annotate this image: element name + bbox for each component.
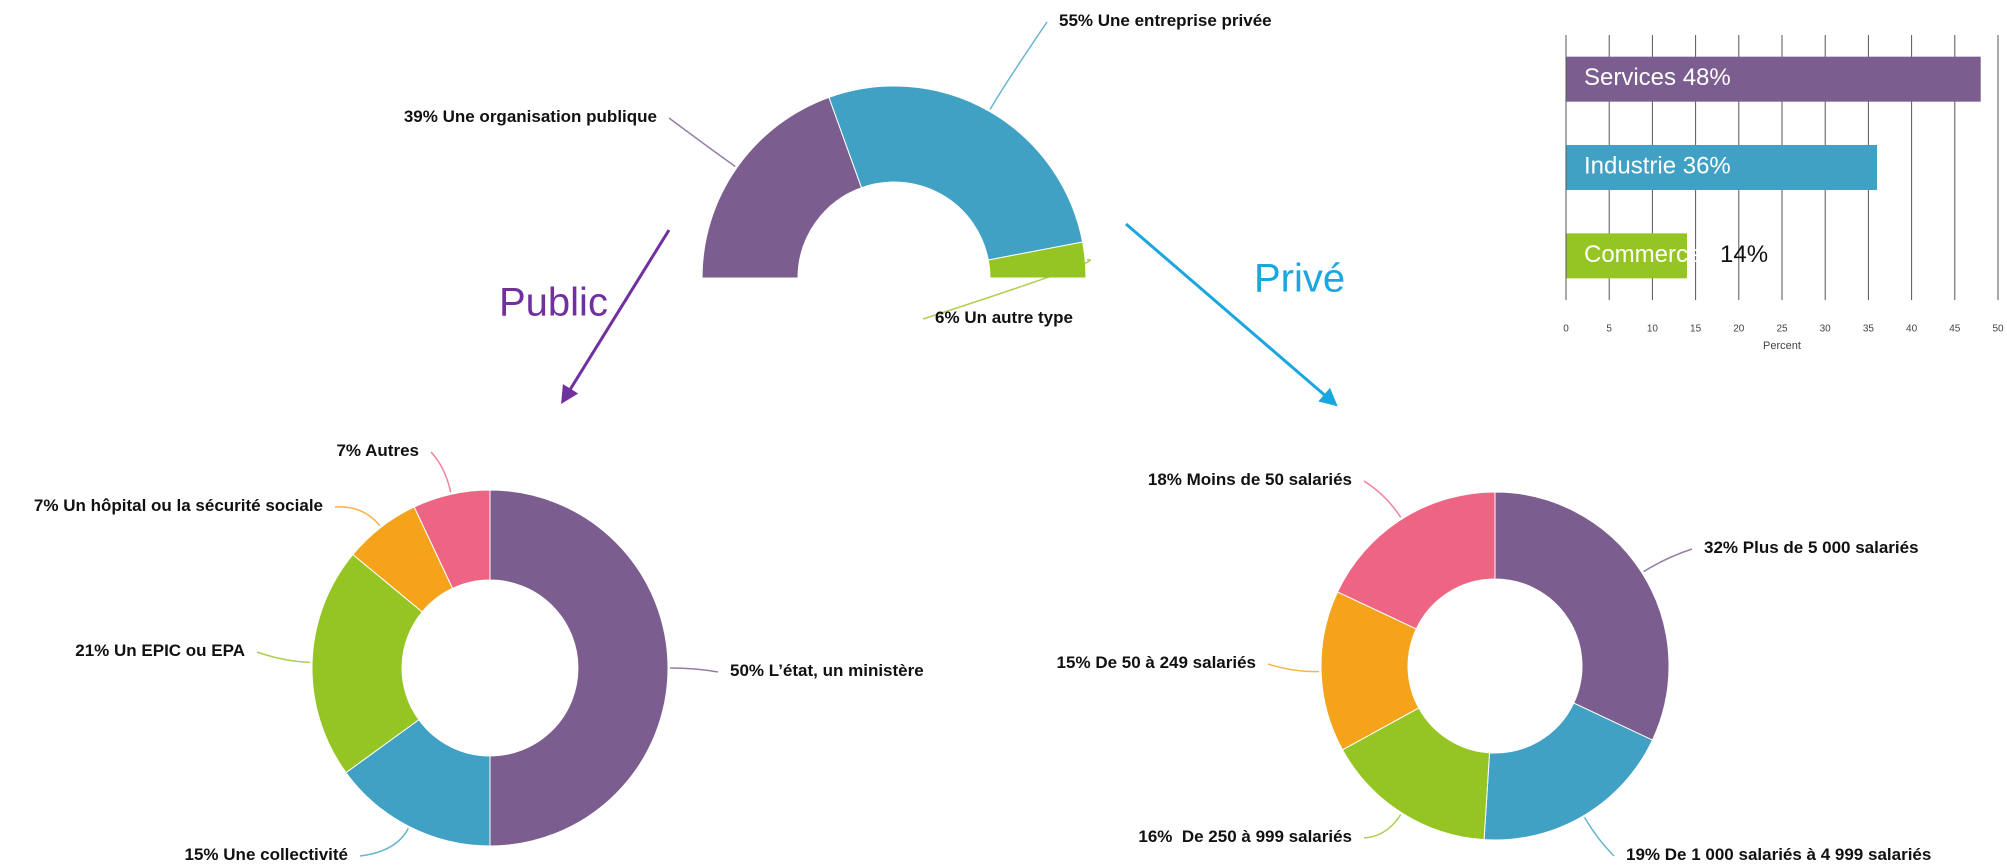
leader-line <box>1363 814 1402 839</box>
x-tick-label: 15 <box>1690 324 1702 335</box>
segment <box>701 96 863 279</box>
leader-line <box>256 651 311 664</box>
segment <box>489 489 669 847</box>
x-tick-label: 40 <box>1906 324 1918 335</box>
leader-line <box>669 667 719 673</box>
bar-label: Commerces 14% <box>1584 241 1768 268</box>
x-tick-label: 5 <box>1606 324 1612 335</box>
bar <box>1566 233 1687 279</box>
data-label: 19% De 1 000 salariés à 4 999 salariés <box>1626 845 1931 864</box>
arrow <box>1125 222 1338 407</box>
value-label: 19% <box>1626 845 1660 864</box>
data-label: 7% Autres <box>336 441 419 460</box>
x-tick-label: 0 <box>1563 324 1569 335</box>
segment <box>987 241 1087 279</box>
value-label: 14% <box>1720 241 1768 268</box>
x-axis-label: Percent <box>1763 340 1801 352</box>
bar-chart: 0 5 10 15 20 25 30 35 40 45 50 Percent Services 48% I… <box>1563 35 2004 352</box>
leader-line <box>1583 817 1615 857</box>
segment <box>413 489 491 590</box>
x-tick-label: 35 <box>1863 324 1875 335</box>
leader-line <box>922 258 1091 320</box>
x-tick-label: 45 <box>1949 324 1961 335</box>
leader-line <box>668 117 736 168</box>
leader-line <box>1643 548 1693 573</box>
leader-line <box>430 451 452 493</box>
arrow <box>561 229 671 405</box>
donut-chart: 32% Plus de 5 000 salariés 19% De 1 000 s… <box>1057 470 1932 864</box>
data-label: 6% Un autre type <box>935 308 1073 327</box>
x-tick-label: 25 <box>1776 324 1788 335</box>
segment <box>1483 702 1654 841</box>
data-label: 32% Plus de 5 000 salariés <box>1704 538 1919 557</box>
data-label: 15% De 50 à 249 salariés <box>1057 653 1256 672</box>
leader-line <box>989 21 1048 110</box>
leader-line <box>1363 480 1402 518</box>
bar <box>1566 56 1981 102</box>
value-label: 55% <box>1059 11 1093 30</box>
category-label: De 50 à 249 salariés <box>1095 653 1256 672</box>
data-label: 18% Moins de 50 salariés <box>1148 470 1352 489</box>
data-label: 50% L’état, un ministère <box>730 661 924 680</box>
x-tick-label: 30 <box>1820 324 1832 335</box>
category-label: De 1 000 salariés à 4 999 salariés <box>1665 845 1932 864</box>
branch-label: Public <box>499 281 608 325</box>
bar <box>1566 145 1878 190</box>
value-label: 7% <box>34 496 59 515</box>
category-label: De 250 à 999 salariés <box>1177 827 1352 846</box>
data-label: 7% Un hôpital ou la sécurité sociale <box>34 496 323 515</box>
segment <box>345 719 491 847</box>
category-label: Autres <box>365 441 419 460</box>
x-tick-label: 20 <box>1733 324 1745 335</box>
category-label: Un EPIC ou EPA <box>114 641 245 660</box>
segment <box>828 85 1084 261</box>
value-label: 15% <box>185 845 219 864</box>
value-label: 50% <box>730 661 764 680</box>
data-label: 16% De 250 à 999 salariés <box>1138 827 1352 846</box>
branch-label: Privé <box>1254 257 1345 301</box>
value-label: 16% <box>1138 827 1172 846</box>
leader-line <box>359 828 409 857</box>
x-tick-label: 10 <box>1647 324 1659 335</box>
category-label: Services <box>1584 65 1676 92</box>
value-label: 48% <box>1683 65 1731 92</box>
value-label: 15% <box>1057 653 1091 672</box>
donut-chart: 39% Une organisation publique 55% Une ent… <box>404 11 1272 327</box>
donut-chart: 50% L’état, un ministère 15% Une collecti… <box>34 441 924 864</box>
bar-label: Industrie 36% <box>1584 153 1731 180</box>
category-label: Moins de 50 salariés <box>1187 470 1352 489</box>
value-label: 18% <box>1148 470 1182 489</box>
category-label: Un hôpital ou la sécurité sociale <box>63 496 323 515</box>
category-label: Une organisation publique <box>443 107 657 126</box>
category-label: Une entreprise privée <box>1098 11 1272 30</box>
data-label: 21% Un EPIC ou EPA <box>75 641 245 660</box>
value-label: 36% <box>1683 153 1731 180</box>
category-label: Un autre type <box>964 308 1073 327</box>
data-label: 39% Une organisation publique <box>404 107 657 126</box>
leader-line <box>334 506 381 527</box>
value-label: 6% <box>935 308 960 327</box>
category-label: L’état, un ministère <box>769 661 924 680</box>
category-label: Commerces <box>1584 241 1713 268</box>
segment <box>1494 491 1670 741</box>
value-label: 32% <box>1704 538 1738 557</box>
category-label: Plus de 5 000 salariés <box>1743 538 1919 557</box>
data-label: 55% Une entreprise privée <box>1059 11 1272 30</box>
segment <box>1336 491 1496 630</box>
leader-line <box>1267 663 1320 673</box>
value-label: 21% <box>75 641 109 660</box>
segment <box>311 553 423 774</box>
bar-label: Services 48% <box>1584 65 1731 92</box>
data-label: 15% Une collectivité <box>185 845 348 864</box>
category-label: Une collectivité <box>223 845 348 864</box>
x-tick-label: 50 <box>1992 324 2004 335</box>
category-label: Industrie <box>1584 153 1676 180</box>
value-label: 39% <box>404 107 438 126</box>
value-label: 7% <box>336 441 361 460</box>
